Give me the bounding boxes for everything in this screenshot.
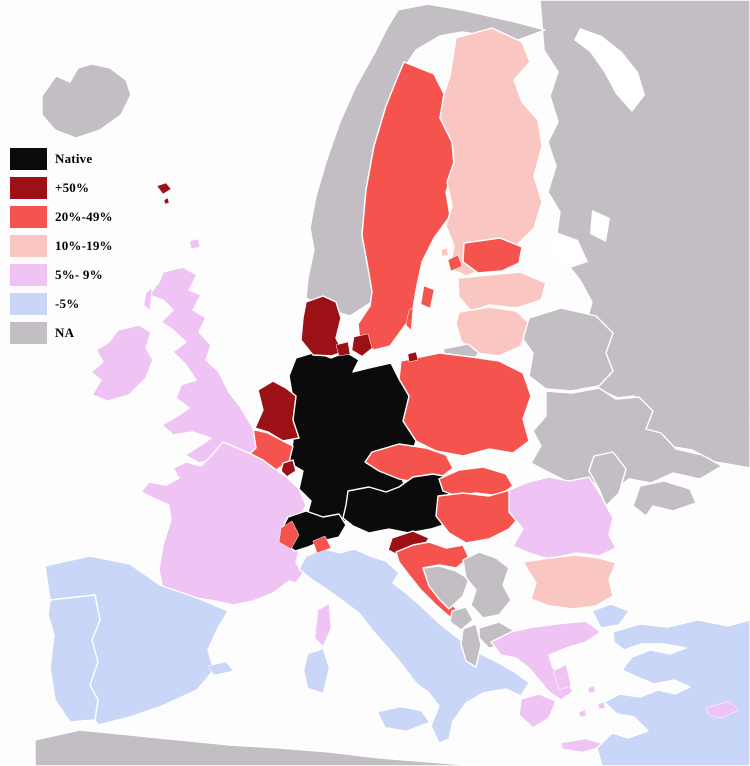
island-bornholm: [407, 351, 419, 363]
region-switzerland-west: [278, 520, 300, 550]
island-faroe-south: [163, 197, 170, 205]
legend-row-na: NA: [10, 322, 113, 344]
white-sea: [574, 28, 645, 112]
island-aegean-2: [597, 701, 606, 710]
country-france: [140, 441, 307, 606]
island-aegean-1: [587, 685, 596, 694]
legend-swatch-over50: [10, 177, 47, 199]
country-albania: [460, 623, 482, 668]
legend-row-10-19: 10%-19%: [10, 235, 113, 257]
legend-label-10-19: 10%-19%: [55, 238, 113, 253]
island-aegean-3: [578, 709, 587, 718]
country-poland: [398, 352, 532, 457]
island-cyprus: [705, 700, 740, 719]
island-gotland: [420, 285, 435, 309]
legend-label-20-49: 20%-49%: [55, 209, 113, 224]
island-aland: [440, 247, 449, 257]
country-belarus: [522, 307, 614, 392]
country-greece: [490, 620, 602, 701]
region-peloponnese: [518, 693, 557, 729]
country-iceland: [41, 63, 132, 139]
legend-color-20-49: [10, 206, 47, 228]
legend-row-under5: -5%: [10, 293, 113, 315]
island-funen: [335, 341, 351, 357]
country-romania: [508, 476, 617, 560]
legend-color-5-9: [10, 264, 47, 286]
legend-label-over50: +50%: [55, 180, 90, 195]
island-balearics: [207, 661, 234, 676]
legend-swatch-10-19: [10, 235, 47, 257]
country-turkey: [596, 619, 750, 766]
region-north-africa: [34, 729, 481, 766]
country-luxembourg: [280, 459, 297, 478]
country-bulgaria: [522, 554, 617, 610]
legend-color-native: [10, 148, 47, 170]
island-sardinia: [303, 648, 330, 694]
island-oland: [405, 307, 414, 331]
legend-swatch-na: [10, 322, 47, 344]
island-orkney: [189, 238, 201, 250]
country-netherlands: [254, 380, 300, 442]
legend-row-native: Native: [10, 148, 113, 170]
region-crimea: [632, 480, 697, 517]
lake-onega: [590, 210, 610, 242]
island-faroe: [156, 182, 172, 195]
country-latvia: [457, 271, 547, 312]
legend-label-na: NA: [55, 325, 75, 340]
country-moldova: [588, 451, 627, 507]
island-euboea: [552, 664, 572, 691]
legend-swatch-20-49: [10, 206, 47, 228]
region-turkey-thrace: [591, 603, 630, 629]
island-corsica: [314, 603, 332, 647]
legend-row-5-9: 5%- 9%: [10, 264, 113, 286]
legend-label-native: Native: [55, 151, 93, 166]
legend: Native +50% 20%-49% 10%-19% 5%- 9% -5% N…: [10, 148, 113, 351]
country-montenegro: [449, 606, 474, 631]
country-serbia: [462, 551, 512, 619]
legend-color-na: [10, 322, 47, 344]
country-estonia: [462, 237, 523, 274]
island-hebrides: [143, 287, 153, 311]
legend-swatch-5-9: [10, 264, 47, 286]
legend-label-5-9: 5%- 9%: [55, 267, 103, 282]
island-zealand: [351, 333, 373, 357]
legend-label-under5: -5%: [55, 296, 80, 311]
legend-row-20-49: 20%-49%: [10, 206, 113, 228]
legend-color-10-19: [10, 235, 47, 257]
legend-swatch-native: [10, 148, 47, 170]
island-crete: [560, 738, 607, 753]
country-united-kingdom: [148, 266, 257, 464]
country-bosnia: [422, 565, 470, 610]
country-ireland: [90, 324, 154, 402]
country-portugal: [47, 594, 101, 723]
country-italy: [298, 548, 530, 744]
region-switzerland-south: [312, 535, 332, 554]
country-ukraine: [530, 387, 723, 494]
island-sicily: [377, 706, 430, 732]
legend-row-over50: +50%: [10, 177, 113, 199]
legend-swatch-under5: [10, 293, 47, 315]
island-saaremaa: [447, 254, 463, 272]
lake-ladoga: [552, 232, 588, 268]
legend-color-over50: [10, 177, 47, 199]
legend-color-under5: [10, 293, 47, 315]
country-lithuania: [455, 306, 530, 357]
